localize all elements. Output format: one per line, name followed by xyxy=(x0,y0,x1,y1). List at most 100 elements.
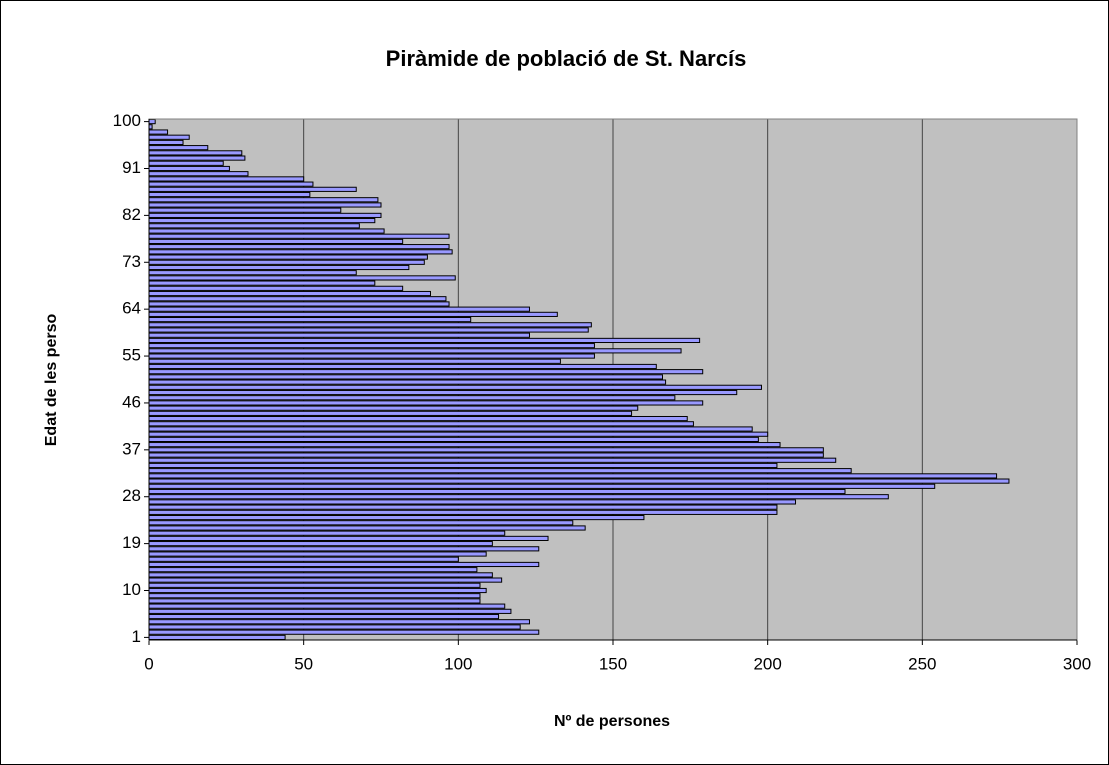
bar xyxy=(148,488,846,495)
bar xyxy=(148,311,558,317)
bar xyxy=(148,306,530,312)
bar xyxy=(148,181,314,187)
bar xyxy=(148,405,639,411)
bar xyxy=(148,290,431,297)
bar xyxy=(148,317,472,323)
bar xyxy=(148,582,481,588)
bar xyxy=(148,197,379,203)
bar xyxy=(148,165,230,172)
bar xyxy=(148,587,487,594)
bar xyxy=(148,541,493,547)
bar xyxy=(148,431,769,437)
bar xyxy=(148,238,404,245)
x-tick-label: 50 xyxy=(294,654,313,673)
bar xyxy=(148,119,156,125)
bar xyxy=(148,572,493,578)
bar xyxy=(148,369,704,375)
bar xyxy=(148,343,595,349)
bar xyxy=(148,395,676,401)
y-tick-label: 64 xyxy=(122,299,141,318)
bar xyxy=(148,577,503,583)
bar xyxy=(148,551,487,557)
bar xyxy=(148,598,481,604)
y-tick-label: 73 xyxy=(122,252,141,271)
y-tick-label: 10 xyxy=(122,580,141,599)
bar xyxy=(148,322,592,328)
bar xyxy=(148,285,404,291)
bar xyxy=(148,447,824,453)
bar xyxy=(148,191,311,198)
bar xyxy=(148,457,837,463)
bar xyxy=(148,160,224,166)
bar xyxy=(148,296,447,302)
bar xyxy=(148,400,704,406)
x-tick-label: 200 xyxy=(753,654,781,673)
y-tick-label: 1 xyxy=(132,627,141,646)
bar xyxy=(148,139,184,146)
bar xyxy=(148,264,410,271)
y-tick-label: 37 xyxy=(122,439,141,458)
bar xyxy=(148,634,286,640)
x-tick-label: 150 xyxy=(599,654,627,673)
bar xyxy=(148,327,589,333)
y-tick-label: 19 xyxy=(122,533,141,552)
bar xyxy=(148,207,342,213)
bar xyxy=(148,379,667,385)
x-tick-label: 100 xyxy=(444,654,472,673)
bar xyxy=(148,567,478,573)
bar xyxy=(148,171,249,177)
bar xyxy=(148,436,759,442)
y-tick-label: 82 xyxy=(122,205,141,224)
y-tick-label: 46 xyxy=(122,392,141,411)
bar xyxy=(148,426,753,432)
bar xyxy=(148,155,246,161)
bar xyxy=(148,462,778,469)
chart-title: Piràmide de població de St. Narcís xyxy=(386,46,747,71)
bar xyxy=(148,259,425,265)
bar xyxy=(148,270,357,276)
bar xyxy=(148,233,450,239)
x-tick-label: 300 xyxy=(1063,654,1091,673)
bar xyxy=(148,202,382,208)
bar xyxy=(148,353,595,359)
bar xyxy=(148,442,781,448)
bar xyxy=(148,504,778,510)
bar xyxy=(148,134,190,140)
bar xyxy=(148,145,209,151)
bar xyxy=(148,546,540,552)
bar xyxy=(148,374,663,380)
bar xyxy=(148,176,305,182)
y-tick-label: 100 xyxy=(113,111,141,130)
bar xyxy=(148,494,889,500)
bar xyxy=(148,363,657,370)
bar xyxy=(148,244,450,250)
bar xyxy=(148,499,797,505)
bar xyxy=(148,619,530,625)
bar xyxy=(148,129,169,135)
bar xyxy=(148,389,738,396)
bar xyxy=(148,358,561,364)
bar xyxy=(148,520,574,526)
bar xyxy=(148,535,549,541)
bar xyxy=(148,337,701,344)
bar xyxy=(148,301,450,307)
bar xyxy=(148,228,385,234)
bar xyxy=(148,593,481,599)
bar xyxy=(148,280,376,286)
y-tick-label: 28 xyxy=(122,486,141,505)
bar xyxy=(148,613,500,620)
bar xyxy=(148,186,357,192)
bar xyxy=(148,509,778,515)
x-tick-label: 0 xyxy=(144,654,153,673)
bar xyxy=(148,608,512,614)
bar xyxy=(148,212,382,218)
bar xyxy=(148,415,688,422)
bar xyxy=(148,384,762,390)
bar xyxy=(148,332,530,338)
bar xyxy=(148,218,376,224)
bar xyxy=(148,483,936,489)
y-axis-title: Edat de les perso xyxy=(43,314,60,447)
bar xyxy=(148,556,459,562)
bar xyxy=(148,249,453,255)
